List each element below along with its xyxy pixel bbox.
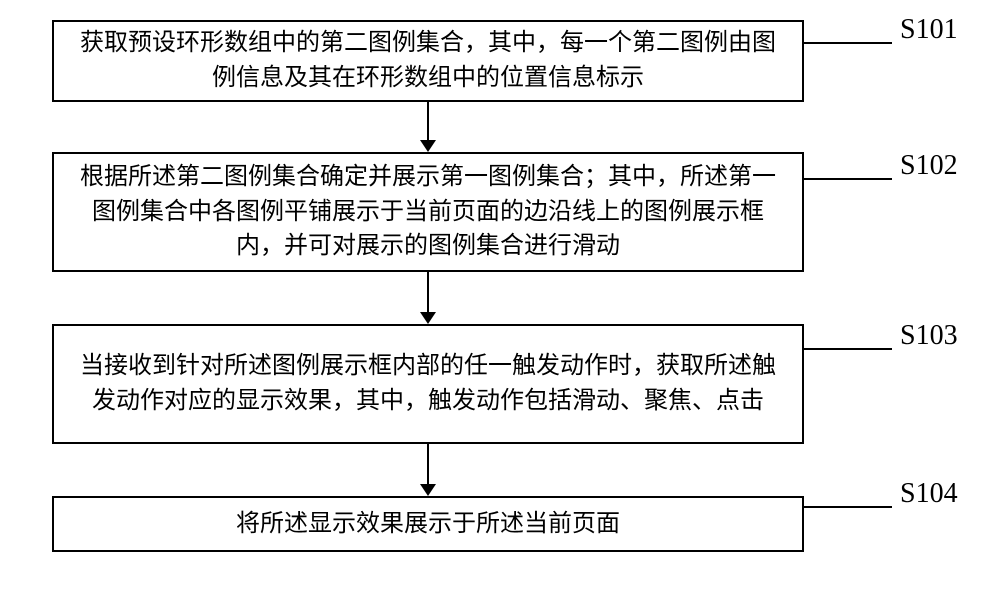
leader-line	[804, 506, 892, 508]
node-text: 当接收到针对所述图例展示框内部的任一触发动作时，获取所述触发动作对应的显示效果，…	[70, 349, 786, 419]
node-text: 根据所述第二图例集合确定并展示第一图例集合；其中，所述第一图例集合中各图例平铺展…	[70, 160, 786, 264]
arrow-down-icon	[420, 102, 436, 152]
step-label-s101: S101	[900, 14, 958, 46]
node-text: 将所述显示效果展示于所述当前页面	[236, 507, 620, 542]
flowchart-node-s101: 获取预设环形数组中的第二图例集合，其中，每一个第二图例由图例信息及其在环形数组中…	[52, 20, 804, 102]
flowchart-node-s102: 根据所述第二图例集合确定并展示第一图例集合；其中，所述第一图例集合中各图例平铺展…	[52, 152, 804, 272]
flowchart-node-s104: 将所述显示效果展示于所述当前页面	[52, 496, 804, 552]
arrow-down-icon	[420, 444, 436, 496]
step-label-s102: S102	[900, 150, 958, 182]
step-label-s104: S104	[900, 478, 958, 510]
step-label-s103: S103	[900, 320, 958, 352]
leader-line	[804, 348, 892, 350]
leader-line	[804, 42, 892, 44]
node-text: 获取预设环形数组中的第二图例集合，其中，每一个第二图例由图例信息及其在环形数组中…	[70, 26, 786, 96]
leader-line	[804, 178, 892, 180]
arrow-down-icon	[420, 272, 436, 324]
flowchart-node-s103: 当接收到针对所述图例展示框内部的任一触发动作时，获取所述触发动作对应的显示效果，…	[52, 324, 804, 444]
flowchart-canvas: 获取预设环形数组中的第二图例集合，其中，每一个第二图例由图例信息及其在环形数组中…	[0, 0, 1000, 598]
